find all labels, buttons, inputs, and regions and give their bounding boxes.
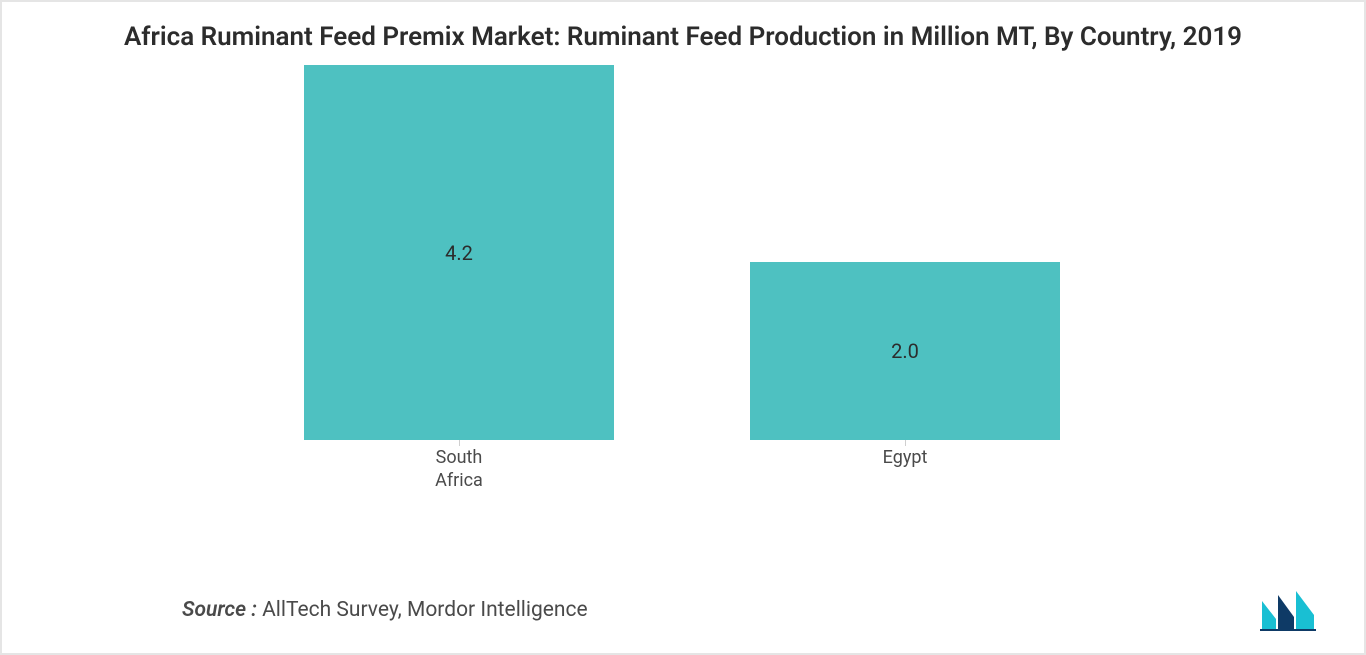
bar-0: 4.2 (304, 65, 614, 440)
x-axis-label: Egypt (825, 447, 985, 470)
x-tick (459, 440, 460, 446)
x-tick (905, 440, 906, 446)
bar-value-label: 4.2 (445, 241, 473, 265)
source-line: Source : AllTech Survey, Mordor Intellig… (182, 598, 588, 622)
mordor-logo-icon (1260, 589, 1316, 631)
x-axis-label: SouthAfrica (379, 447, 539, 492)
chart-plot-area: 4.2 2.0 SouthAfrica Egypt (2, 65, 1364, 495)
chart-footer: Source : AllTech Survey, Mordor Intellig… (2, 589, 1364, 631)
source-label: Source : (182, 598, 257, 622)
bar-1: 2.0 (750, 262, 1060, 441)
bar-value-label: 2.0 (891, 339, 919, 363)
source-text: AllTech Survey, Mordor Intelligence (257, 598, 588, 622)
bars-container: 4.2 2.0 (2, 65, 1364, 440)
chart-title: Africa Ruminant Feed Premix Market: Rumi… (2, 2, 1364, 55)
